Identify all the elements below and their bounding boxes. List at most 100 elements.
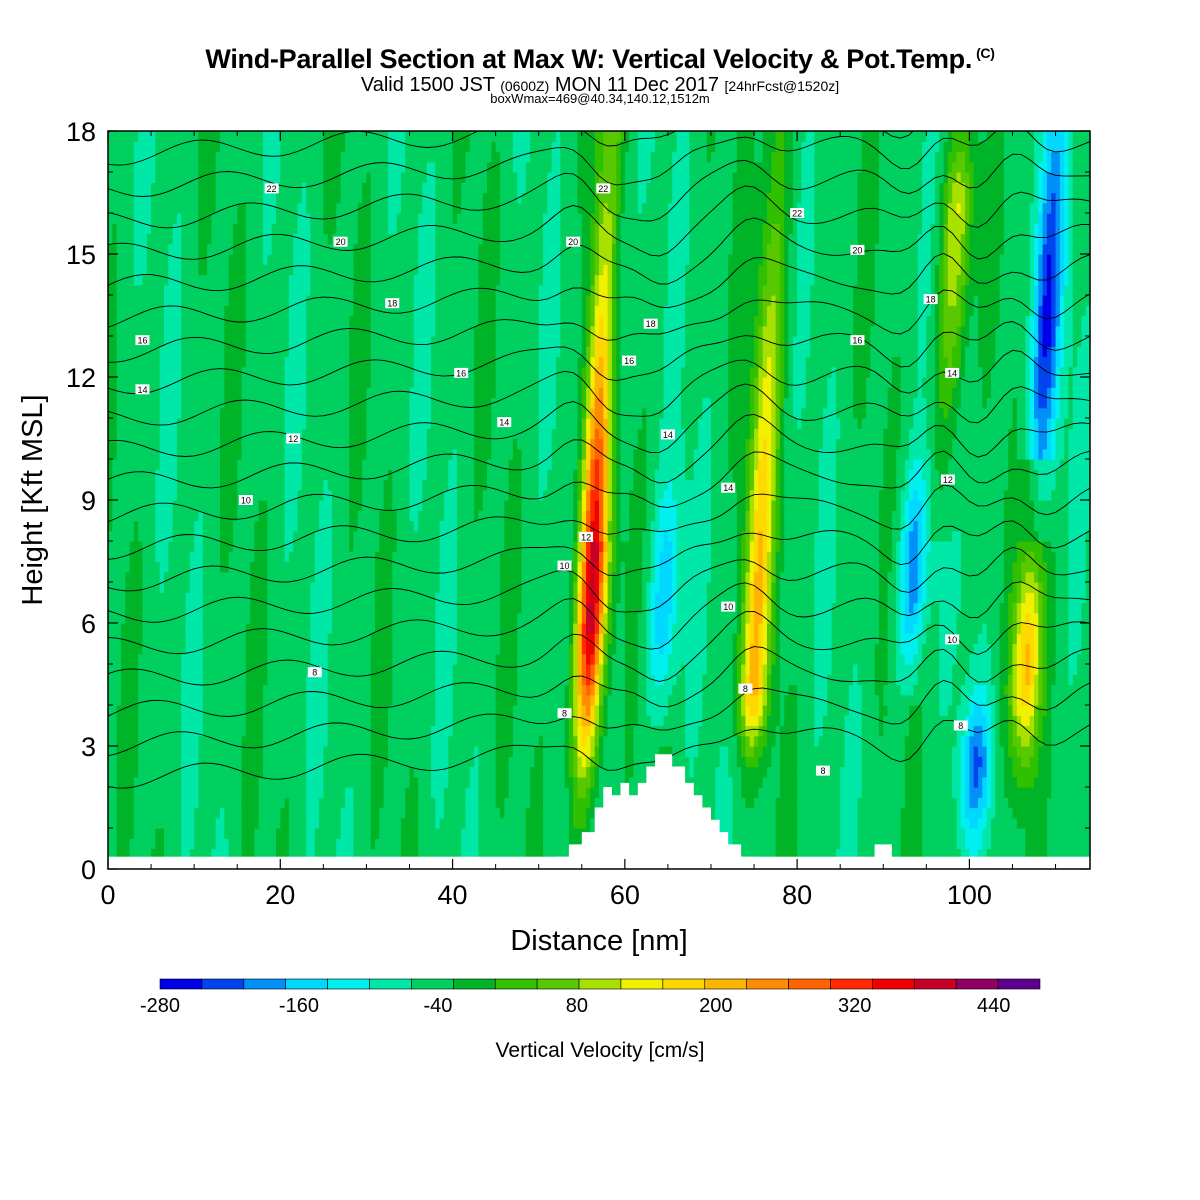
w-cell [254, 797, 260, 809]
w-cell [965, 756, 971, 768]
w-cell [392, 643, 398, 655]
w-cell [719, 807, 725, 819]
w-cell [586, 746, 591, 757]
w-cell [564, 643, 570, 655]
w-cell [818, 705, 824, 716]
w-cell [344, 653, 350, 665]
w-cell [146, 684, 152, 696]
box-wmax-info: boxWmax=469@40.34,140.12,1512m [490, 91, 710, 106]
w-cell [891, 787, 897, 798]
w-cell [237, 674, 243, 686]
w-cell [771, 817, 777, 829]
w-cell [784, 756, 790, 768]
w-cell [194, 725, 200, 737]
w-cell [840, 817, 846, 829]
w-cell [749, 828, 755, 839]
w-cell [232, 664, 238, 675]
w-cell [1051, 746, 1057, 757]
w-cell [400, 766, 406, 778]
w-cell [383, 776, 389, 788]
w-cell [758, 797, 764, 809]
w-cell [728, 715, 734, 727]
w-cell [564, 766, 570, 778]
w-cell [1016, 746, 1022, 757]
w-cell [159, 817, 165, 829]
w-cell [637, 674, 643, 686]
w-cell [1059, 807, 1065, 819]
w-cell [443, 828, 449, 839]
w-cell [719, 643, 725, 655]
w-cell [590, 817, 596, 829]
w-cell [487, 797, 492, 809]
w-cell [241, 684, 247, 696]
w-cell [719, 705, 725, 716]
w-cell [538, 848, 544, 860]
w-cell [469, 848, 475, 860]
w-cell [478, 807, 484, 819]
w-cell [353, 715, 359, 727]
w-cell [861, 756, 867, 768]
w-cell [1042, 684, 1048, 696]
w-cell [499, 776, 505, 788]
w-cell [577, 643, 583, 655]
w-cell [990, 817, 996, 829]
w-cell [555, 735, 561, 747]
w-cell [267, 828, 273, 839]
w-cell [1077, 674, 1082, 686]
w-cell [771, 694, 777, 706]
w-cell [271, 664, 277, 675]
w-cell [745, 664, 751, 675]
w-cell [474, 807, 480, 819]
w-cell [887, 807, 893, 819]
w-cell [142, 776, 148, 788]
w-cell [508, 684, 514, 696]
w-cell [319, 694, 324, 706]
w-cell [456, 674, 462, 686]
w-cell [237, 684, 243, 696]
w-cell [1003, 807, 1009, 819]
w-cell [1034, 746, 1039, 757]
w-cell [1025, 664, 1031, 675]
w-cell [508, 694, 514, 706]
w-cell [840, 664, 846, 675]
w-cell [723, 807, 729, 819]
w-cell [301, 653, 307, 665]
w-cell [176, 776, 182, 788]
w-cell [922, 848, 927, 860]
w-cell [133, 807, 139, 819]
w-cell [543, 787, 548, 798]
w-cell [762, 715, 768, 727]
w-cell [788, 694, 794, 706]
w-cell [491, 797, 497, 809]
w-cell [779, 694, 785, 706]
w-cell [900, 653, 906, 665]
w-cell [775, 828, 781, 839]
w-cell [1059, 787, 1065, 798]
w-cell [1055, 787, 1061, 798]
w-cell [448, 787, 454, 798]
w-cell [1085, 725, 1090, 737]
w-cell [478, 735, 484, 747]
w-cell [422, 838, 428, 850]
w-cell [995, 807, 1001, 819]
w-cell [779, 828, 785, 839]
w-cell [741, 643, 747, 655]
w-cell [878, 838, 884, 850]
w-cell [857, 725, 863, 737]
w-cell [917, 817, 923, 829]
w-cell [659, 746, 665, 757]
w-cell [607, 735, 613, 747]
w-cell [431, 735, 436, 747]
w-cell [400, 715, 406, 727]
w-cell [396, 715, 402, 727]
w-cell [1021, 664, 1026, 675]
w-cell [1025, 694, 1031, 706]
w-cell [547, 725, 553, 737]
w-cell [805, 766, 811, 778]
w-cell [258, 807, 264, 819]
w-cell [693, 735, 699, 747]
w-cell [710, 715, 716, 727]
w-cell [1072, 725, 1078, 737]
w-cell [525, 838, 531, 850]
w-cell [207, 746, 212, 757]
